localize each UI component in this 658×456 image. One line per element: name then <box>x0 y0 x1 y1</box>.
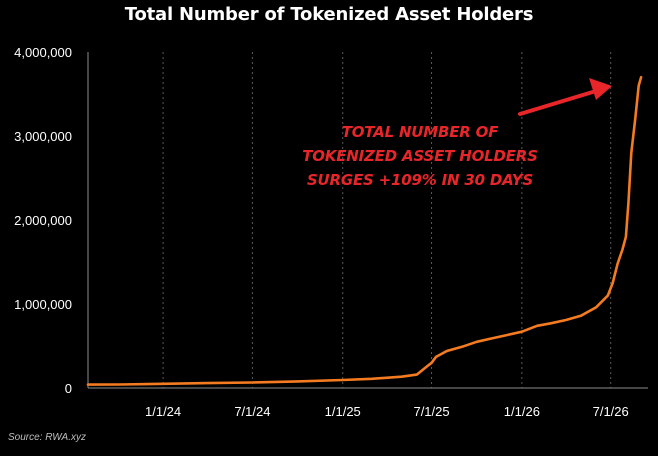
annotation-line: TOTAL NUMBER OF <box>341 123 499 141</box>
y-tick-label: 3,000,000 <box>14 129 72 144</box>
x-tick-label: 1/1/26 <box>504 404 540 419</box>
axes <box>87 52 648 389</box>
grid-lines <box>162 52 612 388</box>
chart-title: Total Number of Tokenized Asset Holders <box>124 4 534 25</box>
x-tick-labels: 1/1/24 7/1/24 1/1/25 7/1/25 1/1/26 7/1/26 <box>145 404 629 419</box>
x-tick-label: 7/1/24 <box>234 404 270 419</box>
y-tick-label: 1,000,000 <box>14 297 72 312</box>
x-tick-label: 1/1/25 <box>325 404 361 419</box>
y-tick-label: 0 <box>65 381 72 396</box>
arrow-shaft <box>518 89 598 116</box>
x-tick-label: 7/1/26 <box>593 404 629 419</box>
y-tick-label: 2,000,000 <box>14 213 72 228</box>
annotation-text: TOTAL NUMBER OF TOKENIZED ASSET HOLDERS … <box>270 120 570 192</box>
x-tick-label: 1/1/24 <box>145 404 181 419</box>
series-layer <box>86 75 643 386</box>
source-note: Source: RWA.xyz <box>8 432 86 443</box>
y-tick-labels: 0 1,000,000 2,000,000 3,000,000 4,000,000 <box>14 45 72 396</box>
annotation-arrow <box>518 78 612 116</box>
annotation-line: TOKENIZED ASSET HOLDERS <box>302 147 538 165</box>
x-tick-label: 7/1/25 <box>413 404 449 419</box>
series-line <box>86 75 643 386</box>
arrow-head <box>589 78 612 100</box>
annotation-line: SURGES +109% IN 30 DAYS <box>306 171 534 189</box>
y-tick-label: 4,000,000 <box>14 45 72 60</box>
